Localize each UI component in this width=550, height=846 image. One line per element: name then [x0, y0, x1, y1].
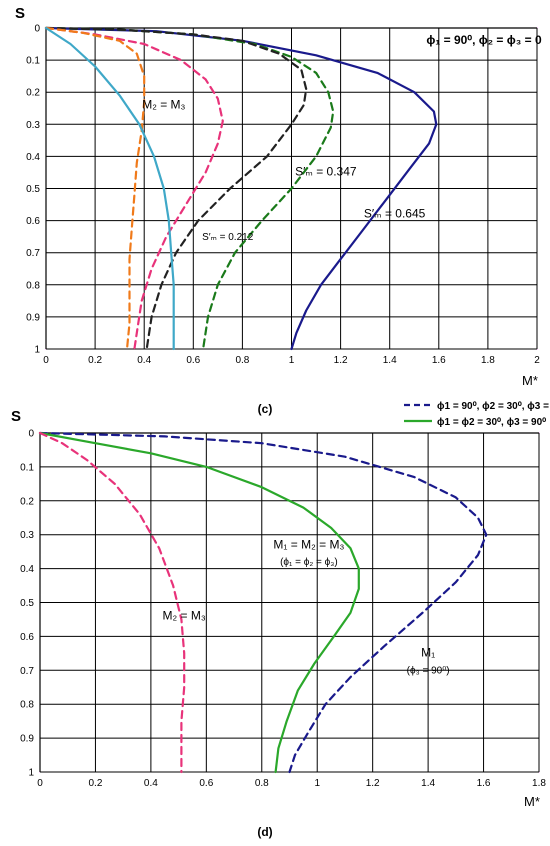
- annotation: (ϕ₁ = ϕ₂ = ϕ₃): [280, 557, 338, 568]
- x-tick-label: 1.8: [532, 778, 546, 789]
- x-tick-label: 1: [289, 355, 295, 366]
- y-axis-label: S: [15, 5, 25, 22]
- chart-panel-c: 00.10.20.30.40.50.60.70.80.910 0.2 0.4 0.6 0…: [15, 5, 542, 416]
- x-tick-label: 0.8: [235, 355, 249, 366]
- x-tick-label: 0: [43, 355, 49, 366]
- annotation: S′ₘ = 0.347: [295, 165, 357, 179]
- chart-title: ϕ₁ = 90⁰, ϕ₂ = ϕ₃ = 0: [426, 33, 542, 47]
- y-tick-label: 0.7: [20, 666, 34, 677]
- series-line: [44, 26, 224, 351]
- annotation: M₁: [421, 646, 435, 660]
- x-tick-label: 0.2: [88, 778, 102, 789]
- y-tick-label: 0.1: [26, 56, 40, 67]
- y-tick-label: 0.2: [26, 88, 40, 99]
- series-line: [44, 26, 438, 351]
- x-tick-label: 1: [314, 778, 320, 789]
- panel-label: (d): [257, 825, 272, 839]
- y-tick-label: 0.7: [26, 248, 40, 259]
- y-tick-label: 0.4: [20, 564, 34, 575]
- annotation: S′ₘ = 0.212: [202, 232, 254, 243]
- y-tick-label: 0.8: [26, 280, 40, 291]
- panel-label: (c): [258, 402, 273, 416]
- x-tick-label: 1.2: [366, 778, 380, 789]
- x-tick-label: 0.4: [144, 778, 158, 789]
- x-tick-label: 0.6: [186, 355, 200, 366]
- y-tick-label: 0.5: [26, 184, 40, 195]
- annotation: S′ₘ = 0.645: [364, 206, 426, 220]
- x-tick-label: 0.8: [255, 778, 269, 789]
- x-tick-label: 1.6: [477, 778, 491, 789]
- series-line: [38, 431, 360, 774]
- y-tick-label: 0: [28, 429, 34, 440]
- series-line: [44, 26, 146, 351]
- y-tick-label: 0.3: [20, 530, 34, 541]
- y-tick-label: 1: [28, 768, 34, 779]
- y-tick-label: 0.6: [20, 632, 34, 643]
- y-tick-label: 0.3: [26, 120, 40, 131]
- annotation: (ϕ₃ = 90⁰): [407, 666, 450, 677]
- y-tick-label: 0.9: [26, 312, 40, 323]
- x-axis-label: M*: [524, 794, 540, 809]
- y-tick-label: 0.5: [20, 598, 34, 609]
- series-line: [38, 431, 186, 774]
- x-tick-label: 0.4: [137, 355, 151, 366]
- annotation: M₂ = M₃: [163, 608, 206, 622]
- x-tick-label: 1.2: [334, 355, 348, 366]
- chart-panel-d: 00.10.20.30.40.50.60.70.80.910 0.2 0.4 0.6 0…: [11, 401, 550, 839]
- x-tick-label: 1.4: [383, 355, 397, 366]
- y-tick-label: 0.4: [26, 152, 40, 163]
- y-tick-label: 0.6: [26, 216, 40, 227]
- y-axis-label: S: [11, 408, 21, 425]
- legend-entry: ϕ1 = ϕ2 = 30⁰, ϕ3 = 90⁰: [437, 417, 546, 428]
- x-tick-label: 0.6: [199, 778, 213, 789]
- x-tick-label: 1.8: [481, 355, 495, 366]
- x-tick-label: 2: [534, 355, 540, 366]
- x-tick-label: 1.4: [421, 778, 435, 789]
- series-line: [44, 26, 175, 351]
- annotation: M₂ = M₃: [142, 97, 185, 111]
- y-tick-label: 0.8: [20, 700, 34, 711]
- x-tick-label: 0: [37, 778, 43, 789]
- annotation: M₁ = M₂ = M₃: [273, 537, 344, 551]
- legend-entry: ϕ1 = 90⁰, ϕ2 = 30⁰, ϕ3 = 0⁰: [437, 401, 550, 412]
- y-tick-label: 0: [34, 24, 40, 35]
- series-line: [44, 26, 335, 351]
- y-tick-label: 1: [34, 345, 40, 356]
- y-tick-label: 0.2: [20, 496, 34, 507]
- series-line: [38, 431, 488, 774]
- series-line: [44, 26, 308, 351]
- x-tick-label: 0.2: [88, 355, 102, 366]
- y-tick-label: 0.1: [20, 462, 34, 473]
- x-axis-label: M*: [522, 373, 538, 388]
- x-tick-label: 1.6: [432, 355, 446, 366]
- y-tick-label: 0.9: [20, 734, 34, 745]
